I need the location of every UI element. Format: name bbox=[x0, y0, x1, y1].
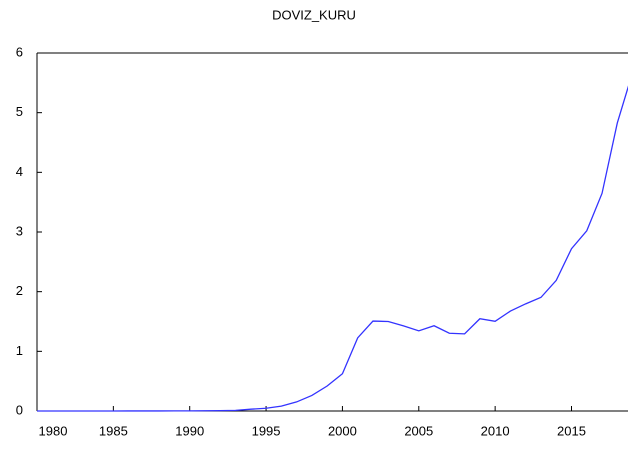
y-tick-label: 2 bbox=[16, 283, 23, 298]
plot-area bbox=[37, 85, 628, 412]
x-tick-label: 1985 bbox=[99, 423, 128, 438]
chart-title: DOVIZ_KURU bbox=[272, 7, 356, 22]
x-tick-label: 1980 bbox=[39, 423, 68, 438]
x-tick-label: 1990 bbox=[175, 423, 204, 438]
y-tick-label: 1 bbox=[16, 343, 23, 358]
x-tick-label: 1995 bbox=[252, 423, 281, 438]
series-line bbox=[37, 85, 628, 412]
y-tick-label: 0 bbox=[16, 402, 23, 417]
y-tick-label: 3 bbox=[16, 223, 23, 238]
y-tick-label: 5 bbox=[16, 104, 23, 119]
x-tick-label: 2005 bbox=[404, 423, 433, 438]
x-tick-label: 2000 bbox=[328, 423, 357, 438]
x-tick-label: 2010 bbox=[481, 423, 510, 438]
y-tick-label: 4 bbox=[16, 164, 23, 179]
y-tick-label: 6 bbox=[16, 44, 23, 59]
x-tick-label: 2015 bbox=[557, 423, 586, 438]
